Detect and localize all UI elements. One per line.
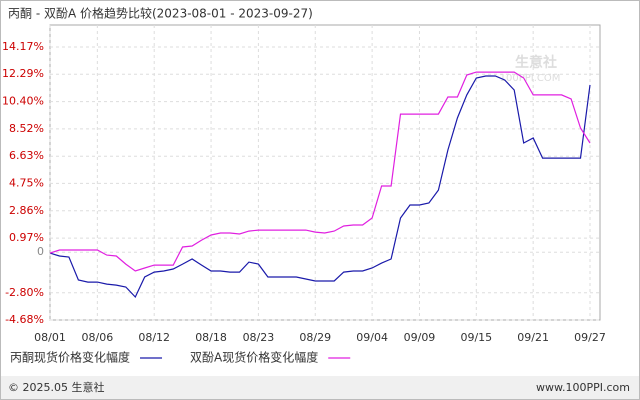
x-tick-label: 09/04 [356,331,388,344]
chart-title: 丙酮 - 双酚A 价格趋势比较(2023-08-01 - 2023-09-27) [8,6,313,21]
footer-left: © 2025.05 生意社 [8,380,104,394]
x-tick-label: 09/27 [574,331,606,344]
x-tick-label: 08/12 [138,331,170,344]
y-tick-label: 14.17% [2,40,44,53]
plot-frame [49,24,601,321]
y-tick-label: 6.63% [9,149,44,162]
legend-label: 双酚A现货价格变化幅度 [190,350,318,365]
x-tick-label: 09/21 [517,331,549,344]
y-tick-label: 12.29% [2,67,44,80]
watermark: 100PPI.COM [500,73,561,84]
x-tick-label: 08/18 [195,331,227,344]
series-line [49,71,591,272]
x-tick-label: 08/06 [82,331,114,344]
y-tick-label: 2.86% [9,204,44,217]
footer-bar [1,376,639,399]
x-tick-label: 08/01 [34,331,66,344]
series-line [49,75,591,299]
x-tick-label: 09/15 [460,331,492,344]
y-tick-label: 10.40% [2,95,44,108]
footer-right: www.100PPI.com [536,381,630,394]
y-tick-label: 0 [37,245,44,258]
legend-label: 丙酮现货价格变化幅度 [10,350,130,365]
x-tick-label: 09/09 [404,331,436,344]
y-tick-label: 4.75% [9,176,44,189]
x-tick-label: 08/23 [243,331,275,344]
y-tick-label: -4.68% [5,313,44,326]
y-tick-label: 8.52% [9,122,44,135]
y-tick-label: 0.97% [9,231,44,244]
watermark: 生意社 [515,54,557,71]
y-tick-label: -2.80% [5,286,44,299]
x-tick-label: 08/29 [299,331,331,344]
